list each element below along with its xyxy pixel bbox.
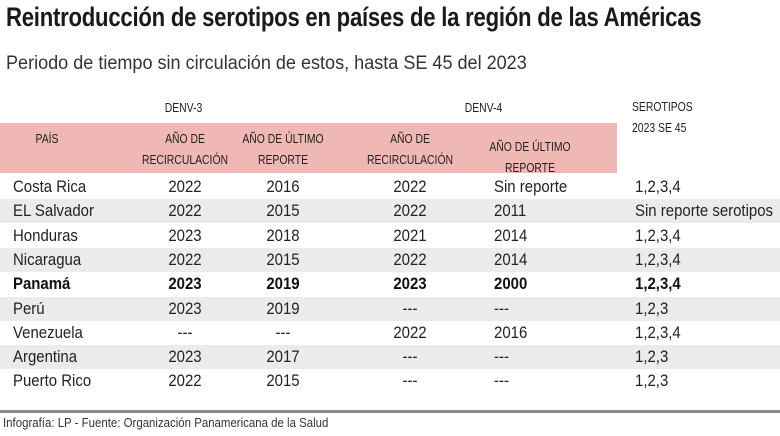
table-cell: 2022	[393, 322, 427, 342]
table-cell: Sin reporte	[494, 177, 568, 196]
table-cell: 1,2,3	[635, 298, 669, 318]
table-cell: 2014	[494, 225, 528, 245]
table-cell: 2021	[393, 225, 427, 245]
table-cell: 2019	[266, 298, 300, 318]
column-header: AÑO DE RECIRCULACIÓN	[366, 131, 454, 167]
table-cell: 1,2,3	[635, 347, 669, 367]
country-cell: Puerto Rico	[13, 371, 92, 391]
table-cell: 2022	[393, 201, 427, 221]
table-cell: 1,2,3,4	[635, 225, 681, 245]
title: Reintroducción de serotipos en países de…	[6, 2, 702, 32]
table-cell: 2011	[494, 201, 527, 221]
country-cell: Nicaragua	[13, 249, 82, 269]
column-header: AÑO DE RECIRCULACIÓN	[141, 131, 229, 167]
table-row: Argentina 2023 2017 --- --- 1,2,3	[0, 345, 780, 370]
table-cell: 2000	[494, 274, 528, 294]
table-cell: ---	[494, 298, 509, 318]
table-cell: 2022	[168, 371, 202, 391]
table-row: Puerto Rico 2022 2015 --- --- 1,2,3	[0, 369, 780, 393]
column-header: SEROTIPOS 2023 SE 45	[632, 99, 693, 135]
country-cell: Honduras	[13, 225, 78, 245]
table-row: EL Salvador 2022 2015 2022 2011 Sin reporte s…	[0, 199, 780, 224]
table-cell: 1,2,3,4	[635, 322, 681, 342]
header-band	[0, 123, 617, 173]
country-cell: EL Salvador	[13, 201, 94, 221]
table-cell: 2022	[168, 177, 202, 196]
table-row: Panamá 2023 2019 2023 2000 1,2,3,4	[0, 272, 780, 296]
table-cell: ---	[494, 347, 509, 367]
table-cell: 2015	[266, 201, 300, 221]
subtitle: Periodo de tiempo sin circulación de est…	[6, 53, 527, 74]
table-cell: 2019	[266, 274, 300, 294]
table-cell: 2023	[168, 225, 202, 245]
table-cell: 2016	[494, 322, 528, 342]
table-cell: 1,2,3,4	[635, 177, 681, 196]
country-cell: Argentina	[13, 347, 78, 367]
country-cell: Panamá	[13, 274, 71, 294]
group-denv4: DENV-4	[464, 100, 503, 115]
table-cell: 2022	[393, 177, 427, 196]
table-row: Honduras 2023 2018 2021 2014 1,2,3,4	[0, 224, 780, 248]
table-cell: 2022	[393, 249, 427, 269]
footer-rule	[0, 410, 780, 413]
column-header: AÑO DE ÚLTIMO REPORTE	[242, 131, 324, 167]
table-cell: 2023	[168, 347, 202, 367]
table-cell: 2016	[266, 177, 300, 196]
table-cell: ---	[275, 322, 291, 342]
country-cell: Venezuela	[13, 322, 83, 342]
country-cell: Costa Rica	[13, 177, 87, 196]
table-cell: Sin reporte serotipos	[635, 201, 774, 221]
table-cell: ---	[402, 371, 418, 391]
table-cell: ---	[402, 347, 418, 367]
table-cell: 2015	[266, 371, 300, 391]
table-row: Venezuela --- --- 2022 2016 1,2,3,4	[0, 321, 780, 345]
column-header: PAÍS	[35, 131, 59, 146]
table-cell: 2017	[266, 347, 300, 367]
column-header: AÑO DE ÚLTIMO REPORTE	[489, 139, 571, 175]
table-row: Perú 2023 2019 --- --- 1,2,3	[0, 296, 780, 321]
table-cell: 2022	[168, 201, 202, 221]
table-cell: 1,2,3,4	[635, 274, 681, 294]
table-cell: 1,2,3,4	[635, 249, 681, 269]
table-cell: 2018	[266, 225, 300, 245]
table-cell: 2023	[393, 274, 427, 294]
table-cell: 2014	[494, 249, 528, 269]
country-cell: Perú	[13, 298, 45, 318]
table-cell: 2023	[168, 274, 202, 294]
table-cell: 1,2,3	[635, 371, 669, 391]
table-cell: ---	[402, 298, 418, 318]
table-cell: ---	[494, 371, 509, 391]
table-cell: ---	[177, 322, 193, 342]
table-row: Nicaragua 2022 2015 2022 2014 1,2,3,4	[0, 247, 780, 272]
table-cell: 2022	[168, 249, 202, 269]
table-cell: 2023	[168, 298, 202, 318]
footer-source: Infografía: LP - Fuente: Organización Pa…	[3, 415, 329, 430]
table-cell: 2015	[266, 249, 300, 269]
group-denv3: DENV-3	[164, 100, 203, 115]
table-row: Costa Rica 2022 2016 2022 Sin reporte 1,2,3,4	[0, 175, 780, 199]
